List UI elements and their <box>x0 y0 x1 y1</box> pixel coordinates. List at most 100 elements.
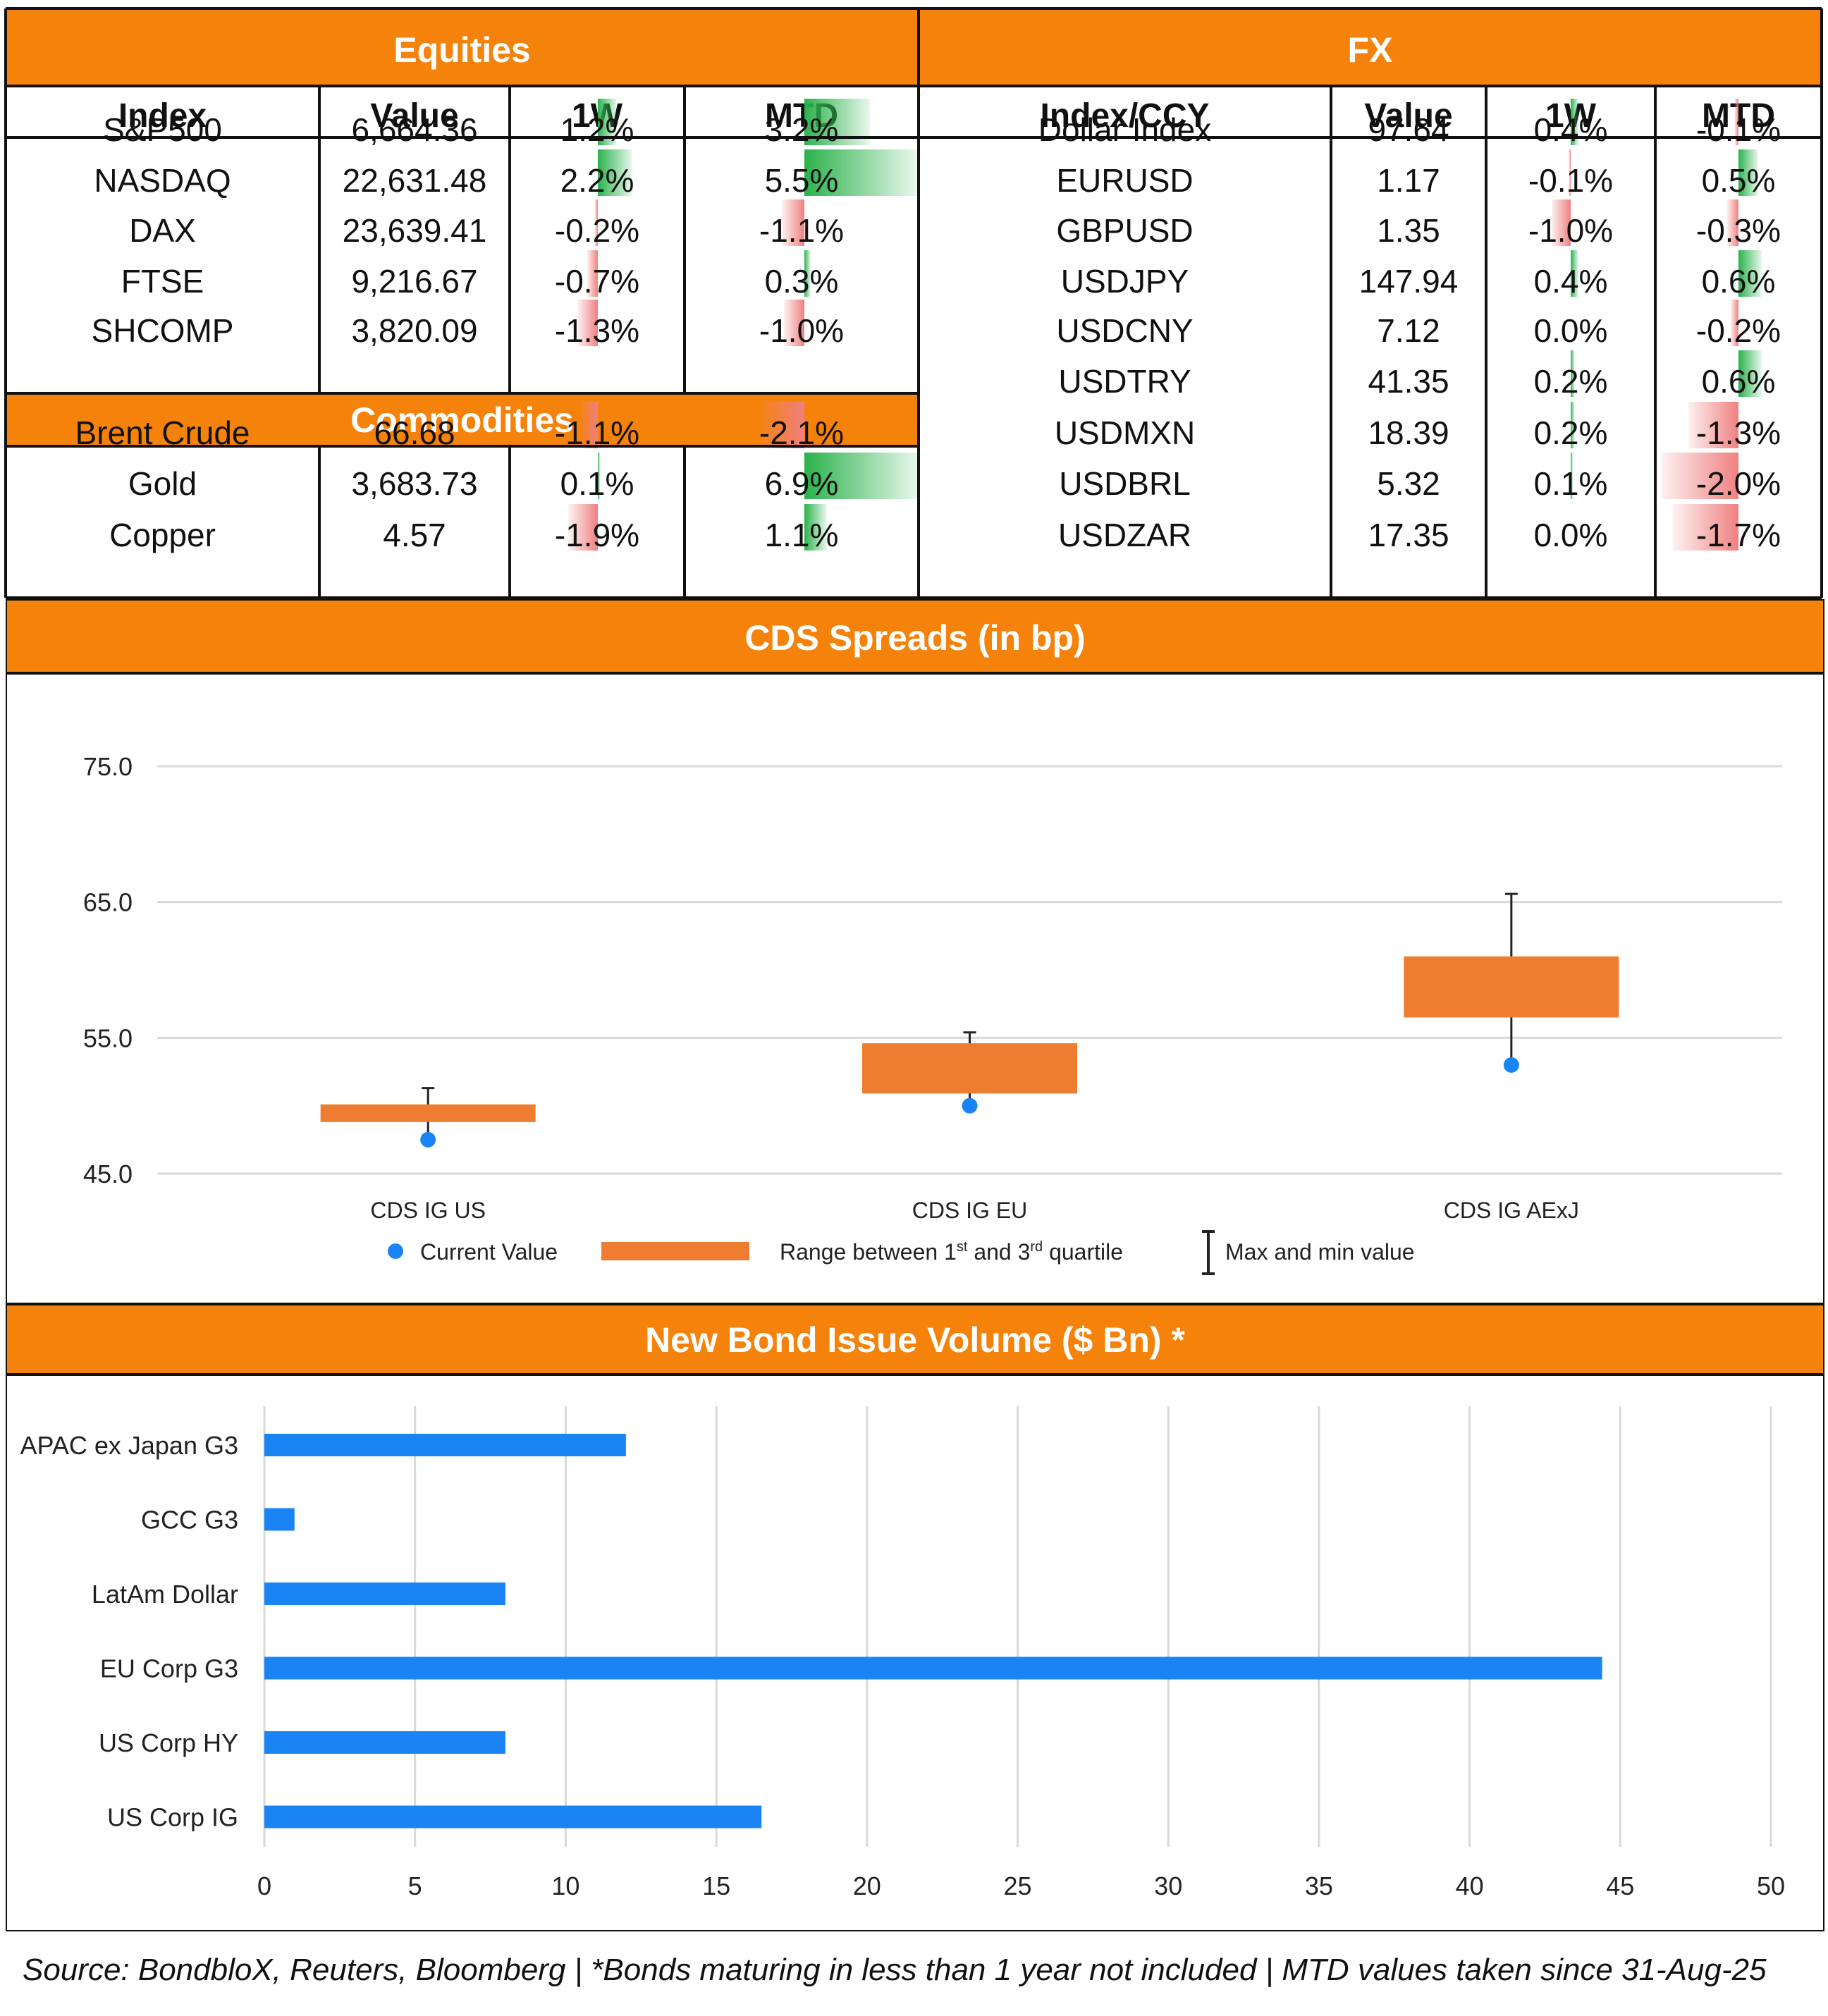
cds-current-point <box>1503 1057 1519 1073</box>
equities-row-1w-bar <box>587 250 598 297</box>
equities-row-mtd-bar <box>804 149 917 196</box>
cds-current-point <box>962 1098 978 1114</box>
legend-current-label: Current Value <box>420 1239 558 1265</box>
cds-xtick: CDS IG US <box>370 1198 486 1223</box>
fx-col-header: Value <box>1364 97 1452 135</box>
equities-row-1w: -1.3% <box>555 312 639 349</box>
commodities-row-1w-bar <box>580 402 598 448</box>
fx-row-1w: -1.0% <box>1528 212 1613 249</box>
equities-row-mtd: 0.3% <box>765 263 839 300</box>
bonds-bar <box>264 1434 626 1456</box>
bonds-xtick: 15 <box>702 1871 730 1900</box>
commodities-title: Commodities <box>350 400 574 440</box>
equities-row-value: 3,820.09 <box>351 312 477 349</box>
fx-row-value: 97.64 <box>1368 111 1449 148</box>
fx-row-1w-bar <box>1569 149 1571 196</box>
cds-spreads-chart: CDS Spreads (in bp) 75.0 65.0 55.0 45.0 CDS I… <box>6 599 1824 1304</box>
bonds-xtick: 5 <box>408 1871 422 1900</box>
commodities-row-1w: -1.9% <box>555 517 639 553</box>
equities-row-mtd-bar <box>782 199 804 246</box>
bonds-frame <box>6 1304 1824 1931</box>
equities-row-mtd: 3.2% <box>765 111 839 148</box>
fx-row-mtd-bar <box>1734 99 1738 145</box>
commodities-row-name: Copper <box>109 517 216 553</box>
bonds-category-label: APAC ex Japan G3 <box>20 1431 239 1460</box>
fx-row-name: EURUSD <box>1056 162 1193 199</box>
commodities-row-value: 3,683.73 <box>351 465 477 502</box>
fx-row-mtd: -1.7% <box>1696 517 1781 553</box>
fx-row-mtd-bar <box>1738 149 1758 196</box>
fx-row-name: USDTRY <box>1058 363 1191 400</box>
fx-row-mtd-bar <box>1672 504 1738 551</box>
equities-row-1w: 2.2% <box>560 162 634 199</box>
cds-frame <box>6 599 1824 1304</box>
bonds-xtick: 0 <box>257 1871 271 1900</box>
commodities-row-mtd-bar <box>804 504 827 551</box>
fx-row-1w: 0.0% <box>1534 517 1608 553</box>
fx-row-1w: 0.0% <box>1534 312 1608 349</box>
commodities-row-value: 4.57 <box>383 517 446 553</box>
legend-maxmin-label: Max and min value <box>1225 1239 1415 1265</box>
cds-xtick: CDS IG AExJ <box>1444 1198 1579 1223</box>
fx-header <box>919 10 1822 86</box>
fx-row-name: GBPUSD <box>1056 212 1193 249</box>
fx-row-mtd-bar <box>1688 402 1738 448</box>
fx-title: FX <box>1348 30 1393 70</box>
fx-row-mtd: 0.6% <box>1702 363 1776 400</box>
equities-col-header: Value <box>370 97 458 135</box>
bonds-xtick: 20 <box>853 1871 881 1900</box>
commodities-row-1w-bar <box>568 504 598 551</box>
equities-title: Equities <box>393 30 530 70</box>
cds-title-bar <box>6 599 1824 675</box>
fx-row-name: USDCNY <box>1056 312 1193 349</box>
fx-row-name: USDMXN <box>1055 414 1195 451</box>
equities-row-value: 9,216.67 <box>351 263 477 300</box>
bond-issue-chart: New Bond Issue Volume ($ Bn) * 0 5 10 15 20 25… <box>6 1304 1824 1931</box>
legend-current-marker <box>388 1243 403 1259</box>
equities-row-1w: -0.7% <box>555 263 639 300</box>
bonds-xtick: 25 <box>1003 1871 1031 1900</box>
commodities-row-mtd: 1.1% <box>765 517 839 553</box>
bonds-xtick: 10 <box>551 1871 579 1900</box>
equities-row-value: 23,639.41 <box>343 212 487 249</box>
equities-row-name: SHCOMP <box>92 312 234 349</box>
fx-row-mtd-bar <box>1731 300 1738 346</box>
bonds-title-bar <box>6 1304 1824 1376</box>
fx-row-mtd: -0.3% <box>1696 212 1781 249</box>
equities-row-name: S&P500 <box>103 111 222 148</box>
cds-ytick: 65.0 <box>83 888 133 917</box>
equities-row-value: 22,631.48 <box>343 162 487 199</box>
fx-row-1w: 0.4% <box>1534 263 1608 300</box>
equities-header <box>6 10 919 86</box>
bonds-xtick: 40 <box>1456 1871 1484 1900</box>
cds-xtick: CDS IG EU <box>912 1198 1028 1223</box>
cds-box <box>862 1043 1077 1094</box>
fx-row-value: 147.94 <box>1359 263 1459 300</box>
bonds-xtick: 50 <box>1757 1871 1785 1900</box>
fx-row-value: 1.17 <box>1377 162 1440 199</box>
fx-row-1w-bar <box>1571 350 1575 397</box>
cds-title: CDS Spreads (in bp) <box>744 618 1085 658</box>
legend-range-label: Range between 1st and 3rd quartile <box>780 1239 1123 1265</box>
equities-row-1w-bar <box>594 199 598 246</box>
equities-col-header: Index <box>118 97 207 135</box>
fx-row-1w-bar <box>1571 250 1578 297</box>
bonds-xtick: 30 <box>1154 1871 1182 1900</box>
fx-row-mtd: 0.5% <box>1702 162 1776 199</box>
fx-row-mtd-bar <box>1726 199 1738 246</box>
fx-row-name: Dollar Index <box>1038 111 1211 148</box>
equities-row-mtd: 5.5% <box>765 162 839 199</box>
fx-row-value: 17.35 <box>1368 517 1449 553</box>
fx-row-name: USDZAR <box>1058 517 1191 553</box>
bonds-bar <box>264 1731 505 1754</box>
equities-row-1w-bar <box>598 149 632 196</box>
commodities-row-1w-bar <box>598 453 600 499</box>
bonds-bar <box>264 1805 762 1828</box>
fx-row-mtd-bar <box>1661 453 1738 499</box>
fx-row-1w-bar <box>1552 199 1571 246</box>
fx-row-name: USDJPY <box>1061 263 1189 300</box>
equities-row-name: FTSE <box>121 263 204 300</box>
commodities-row-mtd-bar <box>804 453 919 499</box>
fx-row-1w: 0.2% <box>1534 414 1608 451</box>
